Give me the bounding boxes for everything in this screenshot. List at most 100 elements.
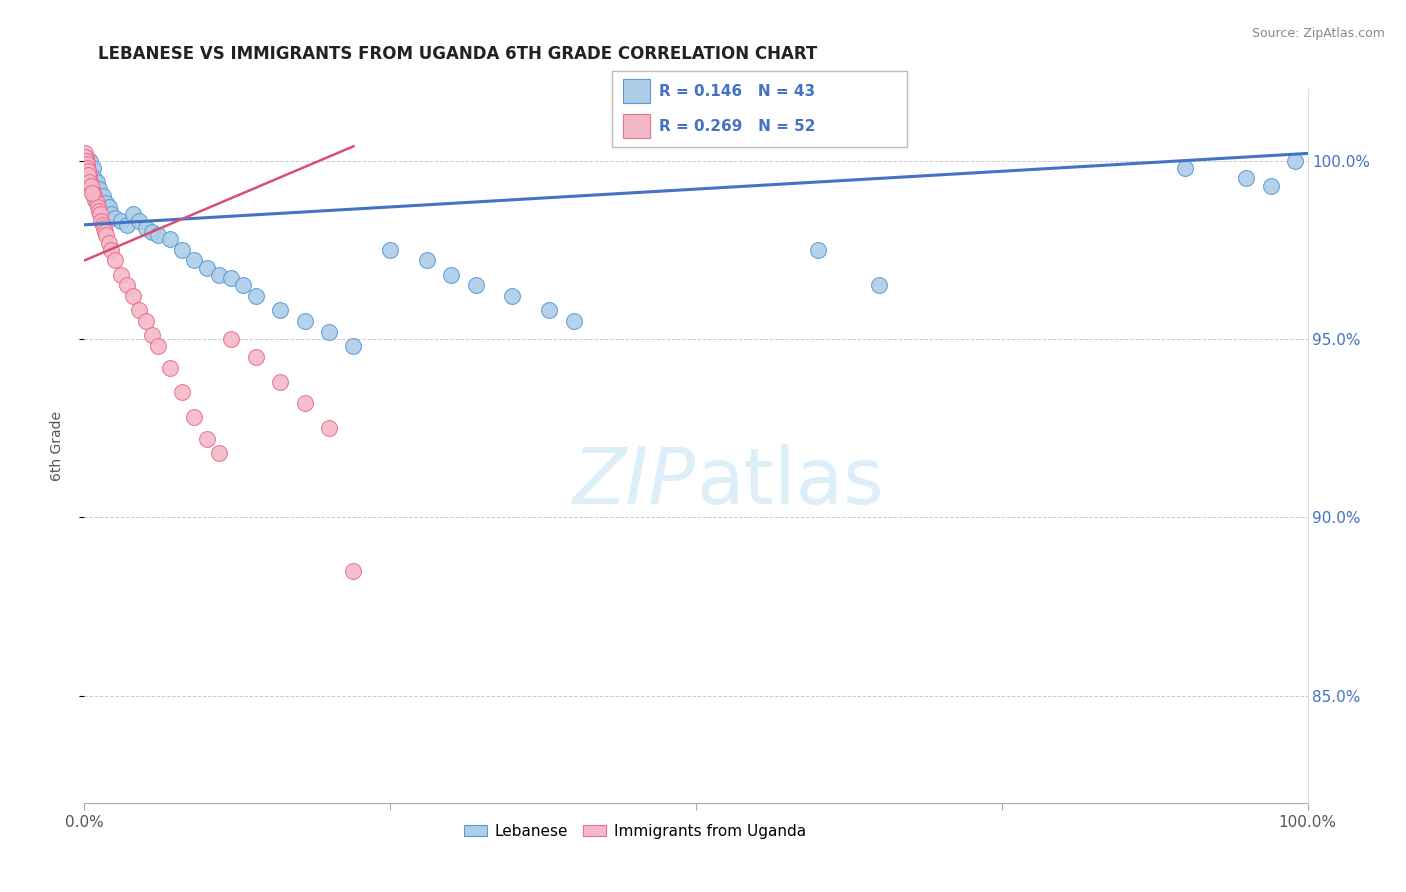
Point (100, 243, 122, 257)
FancyBboxPatch shape (623, 114, 650, 138)
FancyBboxPatch shape (612, 71, 907, 147)
Text: ZIP: ZIP (574, 443, 696, 520)
Point (219, 271, 242, 285)
Text: atlas: atlas (696, 443, 883, 520)
Point (342, 339, 364, 353)
Point (318, 325, 340, 339)
Point (141, 328, 163, 343)
Text: R = 0.269   N = 52: R = 0.269 N = 52 (659, 120, 815, 134)
Point (82, 161, 104, 175)
Point (440, 268, 463, 282)
Text: LEBANESE VS IMMIGRANTS FROM UGANDA 6TH GRADE CORRELATION CHART: LEBANESE VS IMMIGRANTS FROM UGANDA 6TH G… (98, 45, 818, 62)
Point (79, 175, 101, 189)
Point (86, 175, 108, 189)
Point (1174, 161, 1197, 175)
Point (380, 243, 402, 257)
Point (159, 232, 181, 246)
Point (562, 314, 585, 328)
Point (110, 268, 132, 282)
Point (183, 410, 205, 425)
Text: Source: ZipAtlas.com: Source: ZipAtlas.com (1251, 27, 1385, 40)
Point (104, 253, 127, 268)
Point (122, 207, 145, 221)
Point (93, 221, 115, 235)
Point (91, 218, 114, 232)
Point (172, 243, 194, 257)
Point (807, 243, 830, 257)
Point (146, 339, 169, 353)
Point (79, 175, 101, 189)
Point (80, 178, 103, 193)
Point (318, 421, 340, 435)
Point (75, 153, 97, 168)
Point (269, 375, 291, 389)
Point (76, 161, 98, 175)
Point (342, 564, 364, 578)
Point (80, 186, 103, 200)
Point (294, 396, 316, 410)
Point (245, 289, 267, 303)
Point (128, 303, 150, 318)
Point (86, 196, 108, 211)
Point (146, 228, 169, 243)
Legend: Lebanese, Immigrants from Uganda: Lebanese, Immigrants from Uganda (458, 818, 811, 845)
Point (135, 221, 157, 235)
Point (96, 196, 118, 211)
Point (159, 360, 181, 375)
Point (84, 193, 107, 207)
Point (87, 182, 110, 196)
FancyBboxPatch shape (623, 79, 650, 103)
Point (269, 303, 291, 318)
Point (416, 253, 439, 268)
Point (502, 289, 524, 303)
Point (77, 164, 100, 178)
Y-axis label: 6th Grade: 6th Grade (49, 411, 63, 481)
Point (141, 225, 163, 239)
Point (97, 200, 120, 214)
Point (104, 211, 127, 225)
Point (77, 171, 100, 186)
Point (1284, 153, 1306, 168)
Point (115, 278, 138, 293)
Point (97, 235, 120, 250)
Point (91, 189, 114, 203)
Point (83, 171, 105, 186)
Point (100, 207, 122, 221)
Point (208, 268, 231, 282)
Point (172, 385, 194, 400)
Point (219, 332, 242, 346)
Point (208, 446, 231, 460)
Point (195, 260, 218, 275)
Point (76, 164, 98, 178)
Point (75, 153, 97, 168)
Point (87, 200, 110, 214)
Text: R = 0.146   N = 43: R = 0.146 N = 43 (659, 85, 815, 99)
Point (89, 207, 111, 221)
Point (115, 218, 138, 232)
Point (128, 214, 150, 228)
Point (87, 203, 110, 218)
Point (110, 214, 132, 228)
Point (75, 150, 97, 164)
Point (96, 228, 118, 243)
Point (195, 432, 218, 446)
Point (135, 314, 157, 328)
Point (183, 253, 205, 268)
Point (245, 350, 267, 364)
Point (76, 161, 98, 175)
Point (73, 146, 96, 161)
Point (75, 150, 97, 164)
Point (77, 168, 100, 182)
Point (1236, 171, 1258, 186)
Point (294, 314, 316, 328)
Point (77, 168, 100, 182)
Point (76, 157, 98, 171)
Point (232, 278, 254, 293)
Point (122, 289, 145, 303)
Point (464, 278, 486, 293)
Point (90, 214, 112, 228)
Point (82, 186, 104, 200)
Point (79, 153, 101, 168)
Point (83, 189, 105, 203)
Point (77, 168, 100, 182)
